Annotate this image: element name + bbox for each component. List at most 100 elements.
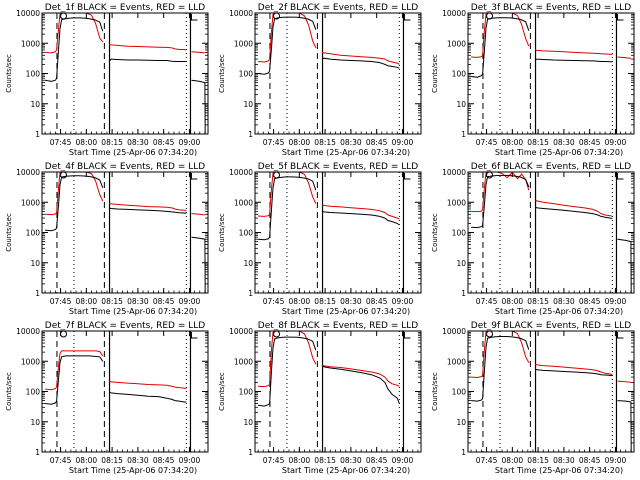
x-tick-label: 07:45 [476, 456, 498, 465]
detector-panel: Det_1f BLACK = Events, RED = LLD Counts/s… [5, 3, 209, 157]
x-axis-label: Start Time (25-Apr-06 07:34:20) [282, 307, 410, 316]
y-tick-label: 10000 [229, 327, 253, 336]
y-tick-label: 10000 [229, 9, 253, 18]
x-tick-label: 08:15 [527, 297, 549, 306]
circle-marker [273, 330, 281, 338]
y-axis-label: Counts/sec [218, 213, 226, 252]
x-tick-label: 08:00 [289, 297, 311, 306]
y-axis-label: Counts/sec [5, 54, 13, 93]
x-tick-label: 08:00 [502, 138, 524, 147]
events-series-line [471, 174, 632, 294]
x-tick-label: 08:30 [340, 297, 362, 306]
y-axis-label: Counts/sec [5, 372, 13, 411]
bracket-marker [616, 173, 624, 180]
plot-frame [254, 330, 422, 453]
x-tick-label: 08:30 [553, 456, 575, 465]
x-tick-label: 08:15 [314, 138, 336, 147]
lld-series-line [45, 171, 205, 216]
lld-series-line [471, 12, 631, 59]
lld-series-line [258, 12, 400, 65]
events-series-line [258, 16, 400, 75]
x-axis-label: Start Time (25-Apr-06 07:34:20) [69, 307, 197, 316]
y-tick-label: 1000 [234, 357, 253, 366]
bracket-marker [403, 173, 411, 180]
x-tick-label: 08:30 [127, 138, 149, 147]
y-tick-label: 100 [239, 229, 254, 238]
x-tick-label: 08:45 [579, 456, 601, 465]
x-tick-label: 07:45 [263, 297, 285, 306]
x-tick-label: 08:00 [502, 456, 524, 465]
plot-frame [254, 171, 422, 294]
plot-frame [467, 12, 635, 135]
x-tick-label: 08:15 [527, 456, 549, 465]
x-axis-label: Start Time (25-Apr-06 07:34:20) [495, 148, 623, 157]
x-axis-label: Start Time (25-Apr-06 07:34:20) [495, 466, 623, 475]
y-tick-label: 100 [452, 70, 467, 79]
y-tick-label: 1 [248, 289, 253, 298]
x-tick-label: 08:15 [101, 456, 123, 465]
events-series-line [45, 355, 187, 405]
y-tick-label: 10 [243, 259, 253, 268]
x-tick-label: 09:00 [605, 456, 627, 465]
bracket-marker [190, 14, 198, 21]
y-tick-label: 10000 [16, 327, 40, 336]
panel-title: Det_2f BLACK = Events, RED = LLD [258, 3, 418, 13]
y-axis-label: Counts/sec [431, 372, 439, 411]
y-tick-label: 1 [461, 289, 466, 298]
y-tick-label: 10 [30, 418, 40, 427]
plot-frame [467, 171, 635, 294]
x-tick-label: 08:45 [366, 456, 388, 465]
bracket-marker [403, 332, 411, 339]
x-tick-label: 08:15 [314, 456, 336, 465]
x-tick-label: 07:45 [50, 138, 72, 147]
y-tick-label: 1 [35, 130, 40, 139]
x-tick-label: 08:00 [76, 138, 98, 147]
y-tick-label: 100 [26, 388, 41, 397]
bracket-marker [403, 14, 411, 21]
bracket-marker [190, 173, 198, 180]
plot-frame [41, 12, 209, 135]
y-axis-label: Counts/sec [218, 54, 226, 93]
x-tick-label: 08:00 [76, 456, 98, 465]
x-tick-label: 09:00 [392, 456, 414, 465]
plot-frame [467, 330, 635, 453]
x-tick-label: 08:00 [76, 297, 98, 306]
x-tick-label: 08:30 [127, 297, 149, 306]
events-series-line [258, 336, 400, 407]
y-tick-label: 1 [461, 448, 466, 457]
y-tick-label: 10000 [442, 327, 466, 336]
y-tick-label: 100 [239, 388, 254, 397]
x-tick-label: 08:30 [553, 138, 575, 147]
x-tick-label: 09:00 [392, 297, 414, 306]
events-series-line [45, 175, 206, 294]
x-tick-label: 08:45 [153, 297, 175, 306]
detector-panel: Det_5f BLACK = Events, RED = LLD Counts/s… [218, 162, 422, 316]
y-axis-label: Counts/sec [218, 372, 226, 411]
events-series-line [45, 17, 206, 135]
y-tick-label: 10000 [16, 168, 40, 177]
y-tick-label: 10000 [16, 9, 40, 18]
y-tick-label: 10 [243, 100, 253, 109]
x-tick-label: 08:45 [579, 138, 601, 147]
y-tick-label: 10 [243, 418, 253, 427]
y-tick-label: 1000 [21, 198, 40, 207]
panel-title: Det_6f BLACK = Events, RED = LLD [471, 162, 631, 172]
y-tick-label: 100 [26, 70, 41, 79]
y-tick-label: 1000 [21, 39, 40, 48]
y-tick-label: 1 [248, 130, 253, 139]
lld-series-line [258, 330, 400, 388]
x-tick-label: 08:00 [289, 138, 311, 147]
panel-title: Det_5f BLACK = Events, RED = LLD [258, 162, 418, 172]
x-tick-label: 08:15 [101, 138, 123, 147]
x-tick-label: 08:45 [579, 297, 601, 306]
y-tick-label: 10000 [229, 168, 253, 177]
x-tick-label: 08:30 [340, 456, 362, 465]
y-tick-label: 1000 [21, 357, 40, 366]
y-tick-label: 1 [35, 289, 40, 298]
x-tick-label: 07:45 [263, 456, 285, 465]
x-tick-label: 08:15 [101, 297, 123, 306]
detector-panel: Det_6f BLACK = Events, RED = LLD Counts/s… [431, 162, 635, 316]
plot-frame [254, 12, 422, 135]
y-tick-label: 1000 [234, 198, 253, 207]
